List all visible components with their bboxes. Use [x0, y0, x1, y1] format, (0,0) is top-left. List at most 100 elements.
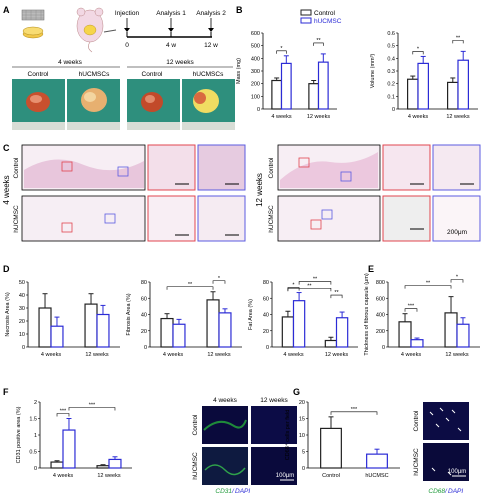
panel-label-b: B [236, 5, 243, 15]
c-label-4weeks: 4 weeks [2, 175, 11, 204]
fat-sig-mark: * [292, 283, 295, 289]
necrosis-xtick-label: 12 weeks [85, 352, 108, 358]
fibrosis-ytick-label: 0 [144, 345, 147, 351]
mass-ytick-label: 600 [251, 31, 260, 37]
fibrosis-ytick-label: 40 [141, 313, 147, 319]
mass-ytick-label: 0 [257, 107, 260, 113]
panel-label-e: E [368, 264, 374, 274]
g-stain-dapi: DAPI [448, 488, 463, 495]
timeline-t1: 4 w [166, 42, 176, 49]
necrosis-ytick-label: 10 [19, 332, 25, 338]
capsule-ytick-label: 200 [376, 329, 385, 335]
mass-ytick-label: 300 [251, 69, 260, 75]
mass-xtick-label: 4 weeks [271, 114, 291, 120]
volume-ytick-label: 0.5 [387, 44, 395, 50]
cd68-images [423, 402, 469, 481]
group-4weeks: 4 weeks [58, 59, 83, 66]
mass-sig-bracket [276, 50, 287, 54]
fat-sig-mark: ** [313, 277, 318, 283]
legend [300, 9, 312, 24]
legend-hucmsc: hUCMSC [314, 18, 342, 25]
panel-label-c: C [3, 143, 10, 153]
f-label-4weeks: 4 weeks [213, 397, 238, 404]
fibrosis-sig-bracket [212, 280, 226, 284]
timeline-analysis2: Analysis 2 [196, 10, 226, 17]
capsule-sig-bracket [404, 308, 418, 312]
mass-ytick-label: 500 [251, 44, 260, 50]
cd68-xtick-label: Control [322, 473, 340, 479]
necrosis-ytick-label: 30 [19, 306, 25, 312]
necrosis-xtick-label: 4 weeks [41, 352, 61, 358]
fibrosis-sig-bracket [166, 286, 214, 290]
fibrosis-sig-mark: ** [188, 282, 193, 288]
volume-ylabel: Volume (mm³) [370, 54, 376, 89]
mass-bar [308, 83, 320, 110]
g-label-hucmsc: hUCMSC [413, 448, 420, 476]
volume-xtick-label: 12 weeks [446, 114, 469, 120]
fat-bar [335, 317, 349, 348]
col-label-2: hUCMSCs [79, 71, 110, 78]
volume-ytick-label: 0.6 [387, 31, 395, 37]
volume-bar [447, 81, 459, 110]
mass-bar [280, 62, 292, 110]
panel-label-a: A [3, 5, 10, 15]
cd31-sig-bracket [56, 413, 70, 417]
cd68-ytick-label: 5 [302, 450, 305, 456]
fibrosis-ytick-label: 20 [141, 329, 147, 335]
timeline-t2: 12 w [204, 42, 218, 49]
capsule-sig-mark: ** [426, 281, 431, 287]
f-stain-dapi: DAPI [235, 488, 250, 495]
cd68-sig-mark: *** [351, 407, 358, 413]
g-stain-sep: / [444, 488, 448, 495]
mass-ytick-label: 100 [251, 94, 260, 100]
necrosis-bar [38, 307, 52, 348]
capsule-sig-mark: * [456, 275, 459, 281]
fat-ytick-label: 0 [266, 345, 269, 351]
cd31-sig-mark: *** [89, 403, 96, 409]
necrosis-bar [50, 325, 64, 348]
necrosis-ylabel: Necrosis Area (%) [5, 292, 11, 336]
panel-label-g: G [293, 387, 300, 397]
timeline-t0: 0 [125, 42, 129, 49]
legend-control: Control [314, 10, 336, 17]
mass-xtick-label: 12 weeks [307, 114, 330, 120]
volume-ytick-label: 0.3 [387, 69, 395, 75]
col-label-4: hUCMSCs [193, 71, 224, 78]
capsule-xtick-label: 4 weeks [401, 352, 421, 358]
fat-sig-bracket [330, 294, 343, 299]
cd31-ytick-label: 0.5 [29, 450, 37, 456]
fat-ytick-label: 40 [263, 313, 269, 319]
cd68-xtick-label: hUCMSC [365, 473, 388, 479]
necrosis-ytick-label: 0 [22, 345, 25, 351]
histology-panels [21, 144, 481, 242]
cd68-ytick-label: 15 [299, 417, 305, 423]
f-scale-label: 100μm [276, 473, 294, 479]
fibrosis-xtick-label: 4 weeks [163, 352, 183, 358]
cd68-ytick-label: 10 [299, 433, 305, 439]
cd68-ytick-label: 0 [302, 466, 305, 472]
f-label-hucmsc: hUCMSC [192, 452, 199, 480]
cd31-bar [108, 458, 122, 469]
c-label-control-left: Control [13, 157, 20, 179]
cd31-bar [62, 429, 76, 469]
necrosis-ytick-label: 50 [19, 280, 25, 286]
fibrosis-bar [218, 312, 232, 348]
volume-bar [407, 78, 419, 110]
capsule-sig-bracket [450, 279, 464, 283]
panel-label-d: D [3, 264, 10, 274]
cd31-xtick-label: 12 weeks [97, 473, 120, 479]
col-label-1: Control [28, 71, 50, 78]
fibrosis-xtick-label: 12 weeks [207, 352, 230, 358]
fat-ytick-label: 80 [263, 280, 269, 286]
c-label-12weeks: 12 weeks [255, 173, 264, 207]
f-label-control: Control [192, 414, 199, 436]
cd31-bar [50, 461, 64, 469]
volume-ytick-label: 0.1 [387, 94, 395, 100]
volume-ytick-label: 0 [392, 107, 395, 113]
capsule-bar [456, 323, 470, 348]
panel-label-f: F [3, 387, 9, 397]
fat-xtick-label: 4 weeks [283, 352, 303, 358]
fibrosis-ytick-label: 60 [141, 296, 147, 302]
capsule-ytick-label: 800 [376, 280, 385, 286]
